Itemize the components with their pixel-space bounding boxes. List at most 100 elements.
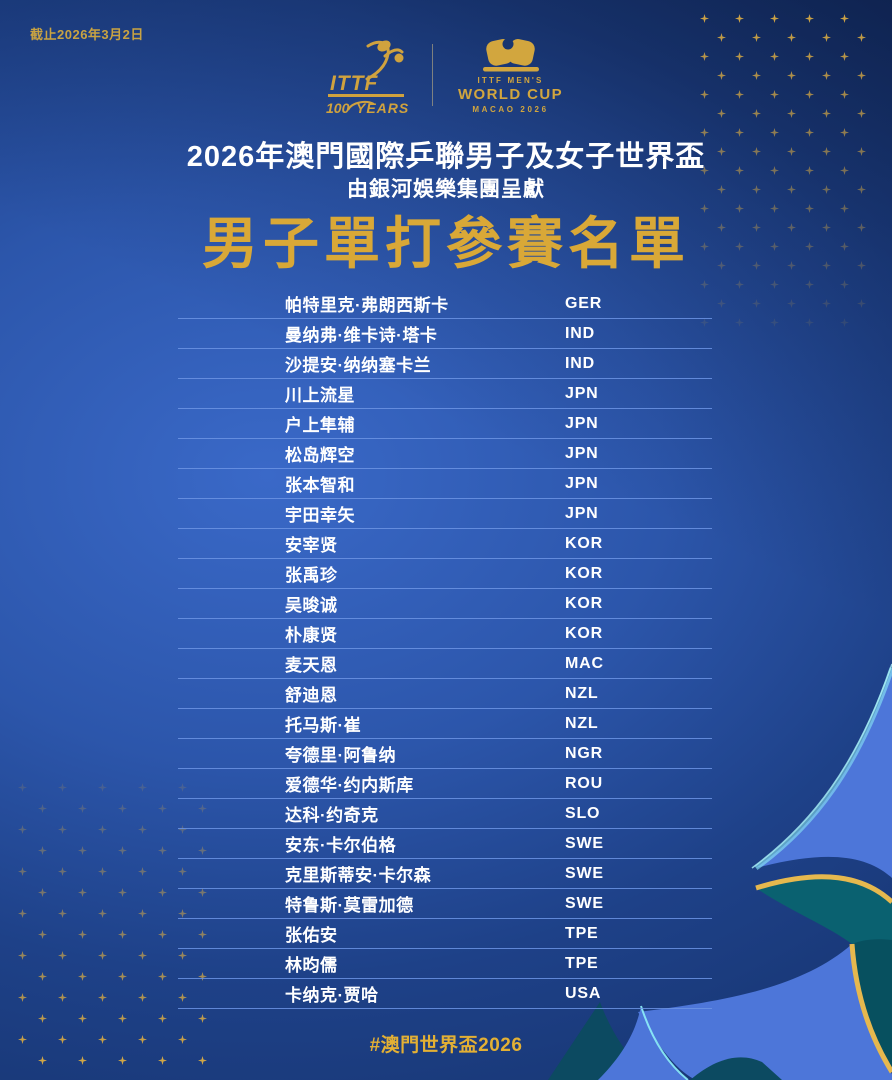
sparkle-icon: [178, 951, 187, 960]
ittf-logo-100: 100: [326, 100, 350, 116]
sparkle-icon: [717, 147, 726, 156]
sparkle-icon: [787, 33, 796, 42]
sparkle-icon: [198, 930, 207, 939]
sparkle-icon: [18, 825, 27, 834]
sparkle-icon: [700, 52, 709, 61]
sparkle-icon: [770, 242, 779, 251]
sparkle-icon: [840, 52, 849, 61]
player-name: 朴康贤: [285, 626, 338, 645]
sparkle-icon: [18, 909, 27, 918]
sparkle-icon: [58, 867, 67, 876]
sparkle-icon: [158, 1056, 167, 1065]
player-table: 帕特里克·弗朗西斯卡 GER 曼纳弗·维卡诗·塔卡 IND 沙提安·纳纳塞卡兰 IND 川上…: [178, 289, 712, 1009]
sparkle-icon: [58, 825, 67, 834]
table-row: 夸德里·阿鲁纳 NGR: [178, 739, 712, 769]
sparkle-icon: [138, 1035, 147, 1044]
sparkle-icon: [805, 280, 814, 289]
sparkle-icon: [158, 846, 167, 855]
table-row: 张本智和 JPN: [178, 469, 712, 499]
sparkle-icon: [98, 867, 107, 876]
sparkle-icon: [138, 951, 147, 960]
player-noc: TPE: [565, 954, 599, 972]
player-name: 舒迪恩: [285, 686, 338, 705]
player-noc: JPN: [565, 414, 599, 432]
sparkle-icon: [735, 318, 744, 327]
player-noc: MAC: [565, 654, 604, 672]
sparkle-icon: [770, 90, 779, 99]
table-row: 帕特里克·弗朗西斯卡 GER: [178, 289, 712, 319]
table-row: 克里斯蒂安·卡尔森 SWE: [178, 859, 712, 889]
sparkle-icon: [717, 71, 726, 80]
sparkle-icon: [78, 930, 87, 939]
sparkle-icon: [118, 804, 127, 813]
sparkle-icon: [787, 147, 796, 156]
player-name: 安东·卡尔伯格: [285, 836, 397, 855]
sparkle-icon: [717, 299, 726, 308]
sparkle-icon: [752, 147, 761, 156]
sparkle-icon: [158, 804, 167, 813]
sparkle-icon: [752, 33, 761, 42]
sparkle-icon: [138, 909, 147, 918]
player-name: 户上隼辅: [285, 416, 355, 435]
sparkle-icon: [98, 993, 107, 1002]
sparkle-icon: [805, 90, 814, 99]
sparkle-icon: [735, 204, 744, 213]
sparkle-icon: [58, 783, 67, 792]
sparkle-icon: [700, 14, 709, 23]
sparkle-icon: [717, 261, 726, 270]
sparkle-icon: [840, 204, 849, 213]
sparkle-icon: [98, 783, 107, 792]
sparkle-icon: [178, 867, 187, 876]
sparkle-icon: [857, 71, 866, 80]
sparkle-icon: [840, 90, 849, 99]
table-row: 麦天恩 MAC: [178, 649, 712, 679]
player-noc: NGR: [565, 744, 603, 762]
sparkle-icon: [198, 1014, 207, 1023]
sparkle-icon: [717, 109, 726, 118]
sparkle-icon: [735, 14, 744, 23]
player-noc: JPN: [565, 504, 599, 522]
sparkle-icon: [805, 204, 814, 213]
sparkle-icon: [822, 71, 831, 80]
player-noc: SLO: [565, 804, 601, 822]
sparkle-icon: [752, 299, 761, 308]
sparkle-icon: [38, 1014, 47, 1023]
sparkle-icon: [700, 318, 709, 327]
table-row: 特鲁斯·莫雷加德 SWE: [178, 889, 712, 919]
sparkle-icon: [822, 109, 831, 118]
player-noc: KOR: [565, 564, 603, 582]
sparkle-icon: [18, 783, 27, 792]
sparkle-icon: [198, 972, 207, 981]
logo-divider: [431, 44, 433, 106]
sparkle-icon: [178, 783, 187, 792]
player-name: 帕特里克·弗朗西斯卡: [285, 296, 449, 315]
player-name: 达科·约奇克: [285, 806, 379, 825]
sparkle-icon: [770, 14, 779, 23]
ittf-logo-text: ITTF: [330, 72, 378, 95]
sparkle-icon: [735, 90, 744, 99]
event-logo-line1: ITTF MEN'S: [477, 76, 544, 85]
player-name: 吴晙诚: [285, 596, 338, 615]
sparkle-icon: [78, 846, 87, 855]
sparkle-icon: [735, 280, 744, 289]
sparkle-icon: [158, 972, 167, 981]
sparkle-icon: [118, 888, 127, 897]
sparkle-icon: [840, 242, 849, 251]
sparkle-icon: [198, 804, 207, 813]
player-name: 林昀儒: [285, 956, 338, 975]
sparkle-icon: [805, 52, 814, 61]
sparkle-icon: [38, 972, 47, 981]
sparkle-icon: [78, 1014, 87, 1023]
sparkle-icon: [18, 993, 27, 1002]
sparkle-icon: [138, 993, 147, 1002]
table-row: 朴康贤 KOR: [178, 619, 712, 649]
sparkle-icon: [735, 242, 744, 251]
sparkle-icon: [787, 261, 796, 270]
sparkle-icon: [822, 261, 831, 270]
player-noc: IND: [565, 354, 595, 372]
presenter-line: 由銀河娛樂集團呈獻: [347, 178, 545, 201]
sparkle-icon: [805, 242, 814, 251]
player-name: 克里斯蒂安·卡尔森: [285, 866, 432, 885]
player-name: 安宰贤: [285, 536, 338, 555]
sparkle-icon: [787, 223, 796, 232]
